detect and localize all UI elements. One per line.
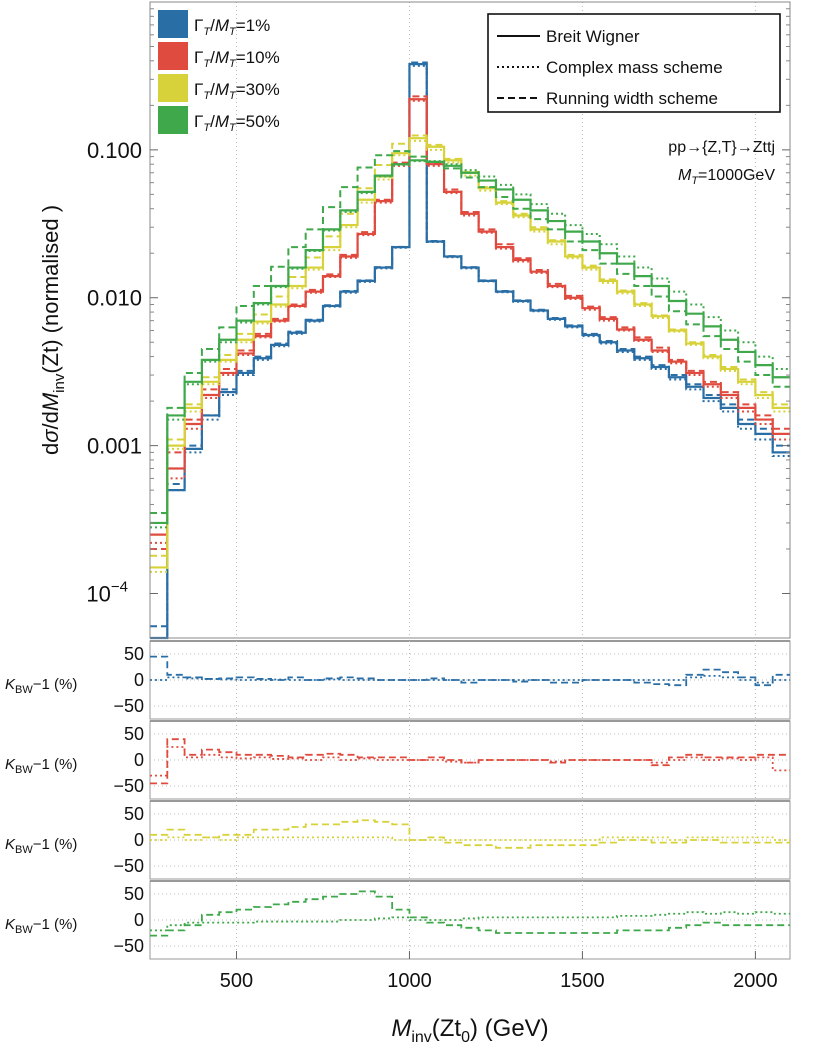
mass-annotation: MT=1000GeV	[678, 167, 775, 187]
x-tick-label: 2000	[733, 970, 778, 992]
ratio-complex-3	[150, 911, 790, 932]
x-tick-label: 500	[220, 970, 253, 992]
ratio-y-tick-label: −50	[113, 936, 144, 956]
width-legend-swatch	[158, 74, 188, 102]
ratio-running-0	[150, 655, 790, 687]
scheme-legend: Breit Wigner Complex mass scheme Running…	[487, 13, 781, 113]
main-y-tick-label: 0.001	[87, 434, 142, 459]
series-bw-0	[150, 63, 790, 640]
series-bw-1	[150, 98, 790, 536]
series-bw-3	[150, 159, 790, 525]
ratio-y-tick-label: −50	[113, 776, 144, 796]
ratio-y-tick-label: 50	[124, 724, 144, 744]
x-tick-label: 1000	[387, 970, 432, 992]
legend-complex-mass: Complex mass scheme	[546, 58, 723, 77]
ratio-y-label: KBW−1 (%)	[5, 836, 77, 856]
series-running-2	[150, 134, 790, 557]
ratio-y-tick-label: 50	[124, 644, 144, 664]
ratio-y-tick-label: −50	[113, 696, 144, 716]
ratio-y-label: KBW−1 (%)	[5, 756, 77, 776]
ratio-y-tick-label: −50	[113, 856, 144, 876]
series-running-1	[150, 95, 790, 550]
ratio-complex-1	[150, 746, 790, 777]
ratio-y-tick-label: 0	[134, 750, 144, 770]
legend-running-width: Running width scheme	[546, 89, 718, 108]
x-tick-label: 1500	[560, 970, 605, 992]
ratio-running-2	[150, 819, 790, 849]
ratio-complex-0	[150, 674, 790, 684]
x-axis-label: Minv(Zt0) (GeV)	[391, 1015, 548, 1046]
series-running-3	[150, 150, 790, 515]
main-y-tick-label: 10−4	[86, 578, 128, 606]
scheme-legend-box	[487, 13, 781, 113]
main-y-ticks: 10−4 0.001 0.010 0.100	[86, 8, 790, 606]
width-legend-swatch	[158, 10, 188, 38]
ratio-y-tick-label: 0	[134, 830, 144, 850]
legend-breit-wigner: Breit Wigner	[546, 27, 640, 46]
main-y-tick-label: 0.100	[87, 138, 142, 163]
ratio-y-tick-label: 50	[124, 804, 144, 824]
main-y-axis-label: dσ/dMinv(Zt) (normalised )	[38, 205, 68, 455]
main-y-tick-label: 0.010	[87, 286, 142, 311]
width-legend-swatch	[158, 106, 188, 134]
main-series	[150, 61, 790, 640]
width-legend-swatch	[158, 42, 188, 70]
ratio-running-3	[150, 890, 790, 937]
ratio-y-tick-label: 50	[124, 884, 144, 904]
main-frame	[149, 1, 791, 639]
width-legend-label: ΓT/MT=1%	[194, 16, 270, 38]
process-annotation: pp→{Z,T}→Zttj	[668, 139, 775, 156]
series-running-0	[150, 61, 790, 628]
width-legend: ΓT/MT=1% ΓT/MT=10% ΓT/MT=30% ΓT/MT=50%	[158, 10, 280, 134]
series-complex-2	[150, 139, 790, 573]
ratio-panels: −50 0 50 KBW−1 (%) −50 0 50 KBW−1 (%) −50 0 50 KBW−…	[5, 640, 791, 960]
width-legend-label: ΓT/MT=10%	[194, 48, 280, 70]
ratio-running-1	[150, 738, 790, 785]
ratio-y-label: KBW−1 (%)	[5, 676, 77, 696]
x-axis-ticks: 500 1000 1500 2000	[220, 951, 778, 992]
width-legend-label: ΓT/MT=30%	[194, 80, 280, 102]
series-complex-1	[150, 99, 790, 544]
ratio-y-tick-label: 0	[134, 910, 144, 930]
ratio-y-label: KBW−1 (%)	[5, 916, 77, 936]
ratio-y-tick-label: 0	[134, 670, 144, 690]
width-legend-label: ΓT/MT=50%	[194, 112, 280, 134]
